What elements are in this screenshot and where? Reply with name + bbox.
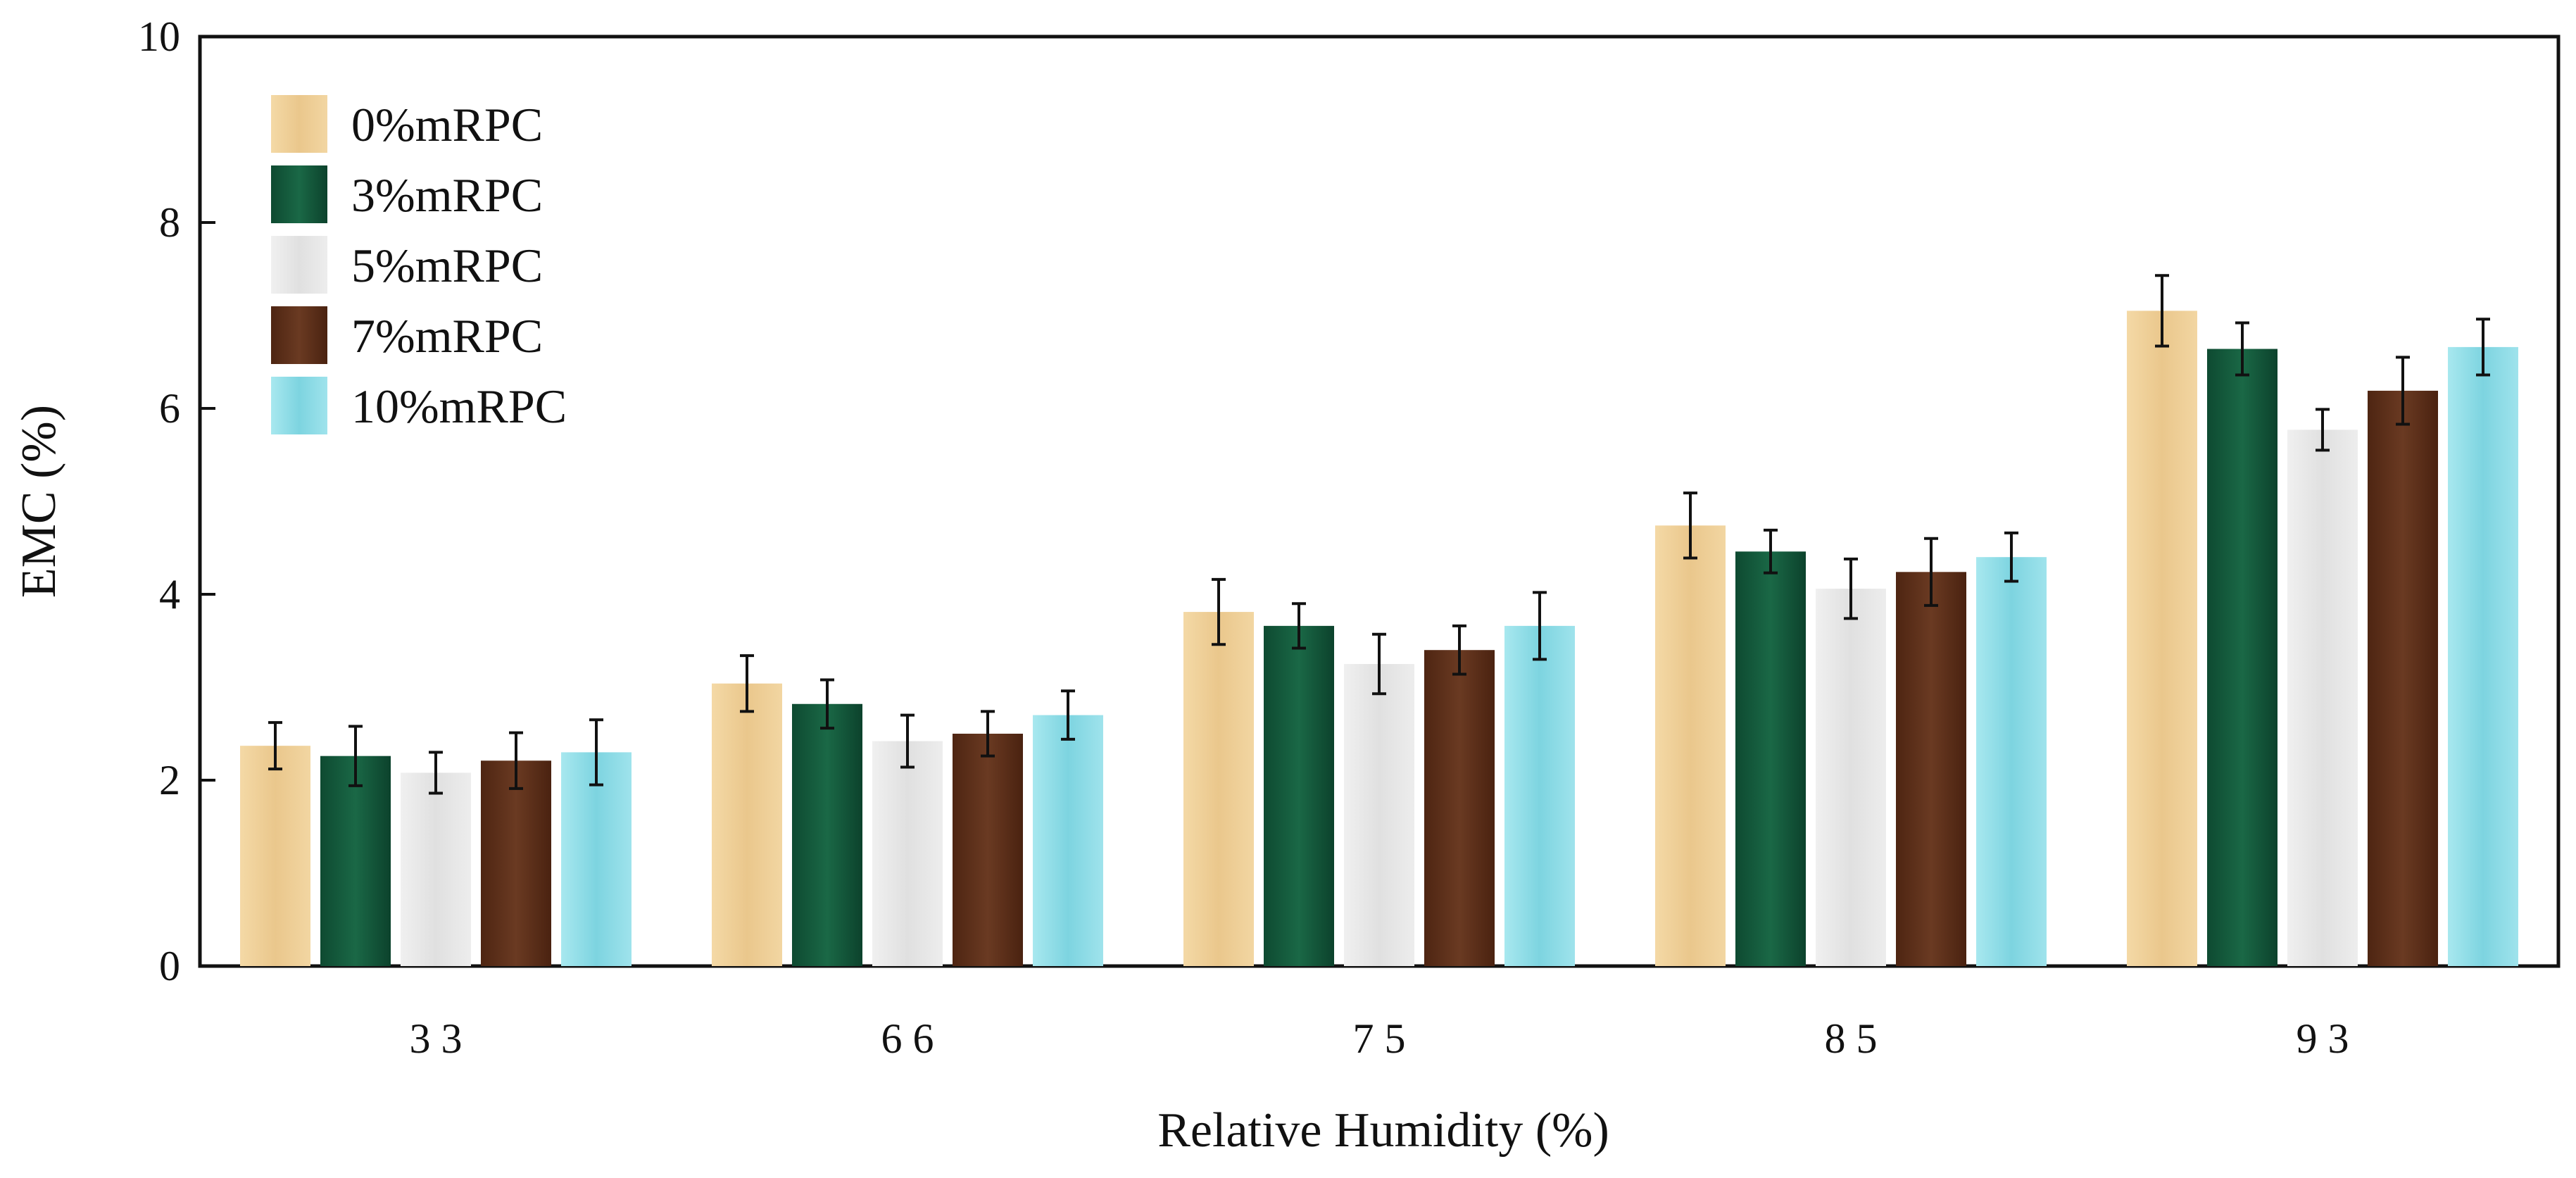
x-tick-label: 9 3 — [2297, 1015, 2349, 1062]
bar-5%mRPC-93 — [2287, 430, 2358, 966]
x-axis-title: Relative Humidity (%) — [1157, 1103, 1609, 1158]
bar-3%mRPC-85 — [1735, 551, 1806, 966]
legend-swatch — [271, 165, 327, 223]
legend-label: 7%mRPC — [351, 309, 543, 363]
bar-0%mRPC-33 — [240, 746, 310, 966]
bar-3%mRPC-66 — [792, 703, 862, 966]
x-tick-label: 3 3 — [410, 1015, 463, 1062]
legend-item[interactable]: 7%mRPC — [271, 306, 543, 364]
bar-3%mRPC-33 — [320, 756, 391, 966]
legend-label: 10%mRPC — [351, 380, 567, 433]
legend-item[interactable]: 0%mRPC — [271, 95, 543, 153]
y-tick-label: 0 — [159, 943, 180, 989]
bar-3%mRPC-93 — [2207, 349, 2277, 966]
bar-7%mRPC-85 — [1896, 572, 1966, 966]
bar-7%mRPC-33 — [481, 760, 551, 966]
bar-0%mRPC-66 — [712, 683, 782, 966]
legend[interactable]: 0%mRPC 3%mRPC 5%mRPC 7%mRPC 10%mRPC — [271, 95, 567, 434]
bar-5%mRPC-85 — [1816, 589, 1886, 966]
x-axis: 3 3 6 6 7 5 8 5 9 3 — [410, 1015, 2349, 1062]
y-tick-label: 4 — [159, 571, 180, 618]
bar-5%mRPC-33 — [401, 772, 471, 966]
legend-item[interactable]: 5%mRPC — [271, 236, 543, 294]
legend-item[interactable]: 3%mRPC — [271, 165, 543, 223]
x-tick-label: 6 6 — [881, 1015, 934, 1062]
y-axis-title: EMC (%) — [12, 405, 66, 598]
legend-item[interactable]: 10%mRPC — [271, 377, 567, 434]
bar-3%mRPC-75 — [1264, 625, 1334, 966]
bar-0%mRPC-85 — [1655, 525, 1726, 966]
legend-swatch — [271, 377, 327, 434]
bar-10%mRPC-93 — [2448, 346, 2518, 966]
y-tick-label: 10 — [138, 13, 180, 60]
legend-swatch — [271, 95, 327, 153]
y-axis: 0 2 4 6 8 10 — [138, 13, 215, 989]
bar-10%mRPC-75 — [1504, 625, 1575, 966]
bar-7%mRPC-66 — [953, 734, 1023, 966]
legend-label: 0%mRPC — [351, 98, 543, 151]
legend-label: 3%mRPC — [351, 168, 543, 222]
legend-swatch — [271, 306, 327, 364]
bar-7%mRPC-75 — [1424, 650, 1495, 966]
y-tick-label: 8 — [159, 199, 180, 246]
error-bar-group — [268, 274, 2490, 795]
bar-0%mRPC-93 — [2127, 311, 2197, 966]
bar-series-group — [240, 311, 2518, 966]
legend-swatch — [271, 236, 327, 294]
bar-7%mRPC-93 — [2368, 390, 2438, 966]
bar-10%mRPC-33 — [561, 752, 632, 966]
y-tick-label: 2 — [159, 757, 180, 803]
x-tick-label: 8 5 — [1825, 1015, 1878, 1062]
x-tick-label: 7 5 — [1353, 1015, 1406, 1062]
y-tick-label: 6 — [159, 385, 180, 432]
bar-5%mRPC-66 — [872, 741, 943, 966]
bar-10%mRPC-66 — [1033, 715, 1103, 966]
bar-10%mRPC-85 — [1976, 557, 2047, 966]
bar-0%mRPC-75 — [1183, 612, 1254, 966]
bar-5%mRPC-75 — [1344, 664, 1414, 966]
legend-label: 5%mRPC — [351, 239, 543, 292]
